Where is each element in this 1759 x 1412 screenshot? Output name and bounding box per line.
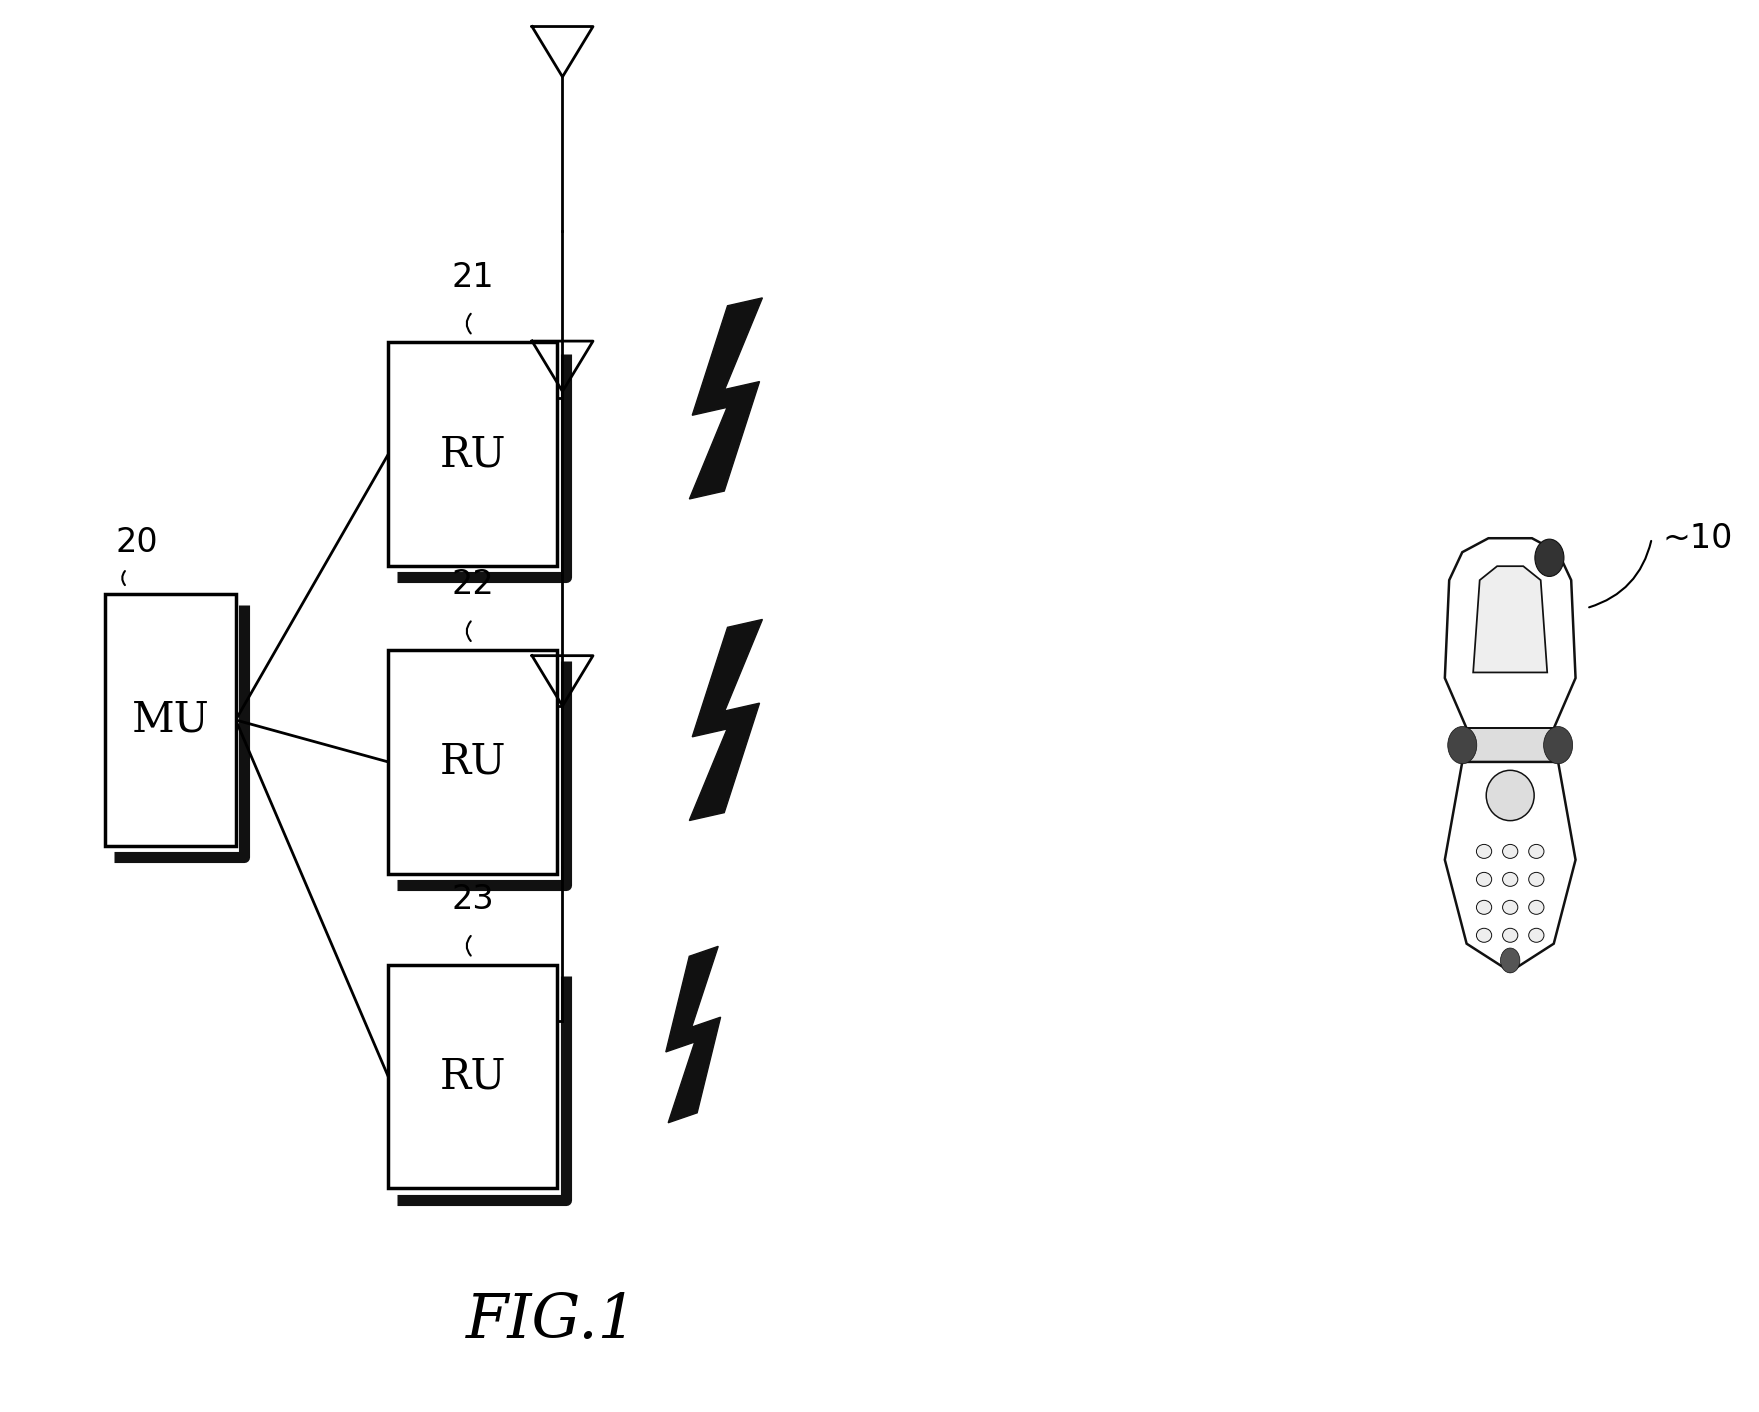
Circle shape [1536, 539, 1564, 576]
Ellipse shape [1476, 844, 1492, 858]
Circle shape [1544, 727, 1573, 764]
Ellipse shape [1502, 844, 1518, 858]
Polygon shape [1444, 762, 1576, 971]
Polygon shape [1444, 538, 1576, 729]
Ellipse shape [1476, 928, 1492, 942]
Bar [389, 650, 558, 874]
Ellipse shape [1529, 928, 1544, 942]
Ellipse shape [1502, 928, 1518, 942]
Text: FIG.1: FIG.1 [466, 1291, 637, 1351]
Bar [106, 594, 236, 846]
Polygon shape [1462, 729, 1558, 762]
Text: MU: MU [132, 699, 209, 741]
Polygon shape [667, 946, 721, 1123]
Ellipse shape [1529, 901, 1544, 915]
Text: 22: 22 [452, 568, 494, 602]
Polygon shape [690, 620, 762, 820]
Ellipse shape [1502, 873, 1518, 887]
Circle shape [1448, 727, 1478, 764]
Ellipse shape [1476, 873, 1492, 887]
Text: RU: RU [440, 741, 507, 782]
Text: 23: 23 [452, 882, 494, 916]
Ellipse shape [1486, 771, 1534, 820]
Bar [389, 964, 558, 1189]
Text: RU: RU [440, 433, 507, 476]
Circle shape [1500, 947, 1520, 973]
Bar [389, 343, 558, 566]
Ellipse shape [1529, 844, 1544, 858]
Ellipse shape [1529, 873, 1544, 887]
Polygon shape [690, 298, 762, 498]
Text: 21: 21 [452, 261, 494, 294]
Polygon shape [1472, 566, 1548, 672]
Ellipse shape [1476, 901, 1492, 915]
Text: ~10: ~10 [1662, 521, 1733, 555]
Ellipse shape [1502, 901, 1518, 915]
Text: 20: 20 [116, 527, 158, 559]
Text: RU: RU [440, 1056, 507, 1097]
